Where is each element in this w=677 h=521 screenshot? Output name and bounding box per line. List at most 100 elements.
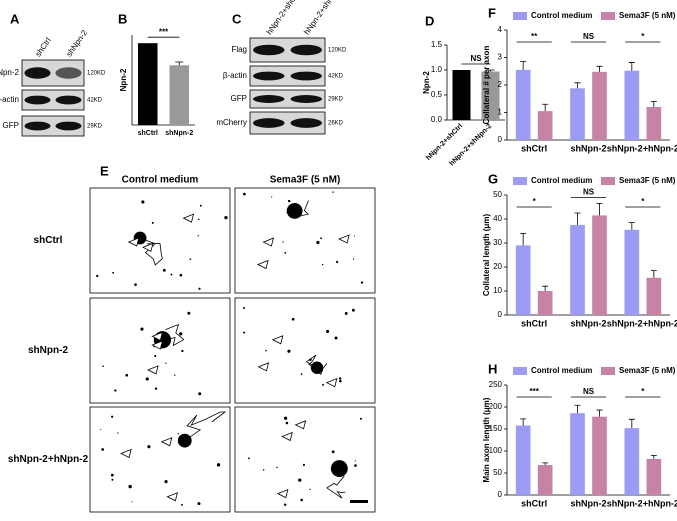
arrowhead — [257, 362, 270, 372]
legend-label: Sema3F (5 nM) — [619, 11, 676, 20]
y-tick-label: 100 — [489, 446, 503, 455]
arrowhead — [257, 259, 269, 270]
debris — [111, 478, 114, 481]
x-tick-label: shCtrl — [521, 143, 547, 153]
debris — [243, 192, 246, 196]
debris — [187, 311, 191, 315]
arrowhead — [127, 237, 140, 247]
x-tick-label: shNpn-2 — [571, 143, 607, 153]
legend-label: Control medium — [531, 176, 592, 185]
debris — [248, 457, 250, 460]
debris — [154, 354, 157, 358]
debris — [344, 311, 348, 315]
neurite — [162, 323, 185, 347]
blot-strip — [21, 89, 85, 111]
micrograph — [89, 297, 231, 404]
y-tick-label: 40 — [493, 214, 502, 223]
debris — [151, 221, 154, 224]
debris — [96, 274, 99, 278]
error-bar — [520, 233, 527, 246]
legend-swatch — [601, 12, 615, 20]
blot-band — [253, 71, 285, 81]
blot-row-label: GFP — [231, 94, 247, 103]
y-tick-label: 50 — [493, 190, 502, 199]
bar — [169, 65, 190, 125]
significance-label: NS — [583, 387, 595, 396]
debris — [300, 373, 303, 375]
y-tick-label: 250 — [489, 380, 503, 389]
debris — [170, 273, 173, 276]
significance-label: *** — [529, 387, 539, 396]
debris — [283, 503, 287, 506]
panel-label: H — [488, 361, 497, 376]
blot-strip — [249, 65, 326, 87]
bar — [452, 70, 471, 120]
y-tick-label: 1 — [498, 108, 503, 117]
debris — [320, 237, 322, 240]
debris — [179, 273, 183, 277]
blot-band — [24, 121, 51, 131]
arrowhead — [182, 213, 195, 223]
legend-swatch — [601, 177, 615, 185]
debris — [353, 235, 355, 237]
error-bar — [486, 69, 495, 72]
blot-row-label: mCherry — [216, 118, 247, 127]
scale-bar — [350, 500, 368, 503]
micrograph — [89, 187, 231, 294]
y-tick-label: 1.0 — [431, 65, 443, 74]
error-bar — [542, 103, 549, 112]
micrograph — [234, 297, 376, 404]
debris — [322, 383, 325, 386]
debris — [286, 211, 288, 214]
blot-band — [290, 95, 322, 103]
arrowhead — [281, 431, 293, 442]
panel-label: B — [118, 11, 127, 26]
bar — [592, 215, 607, 315]
blot-band — [55, 121, 82, 131]
debris — [181, 503, 183, 506]
debris — [110, 473, 114, 477]
blot-band — [55, 67, 82, 79]
y-tick-label: 0.0 — [431, 115, 443, 124]
blot-row-label: β-actin — [0, 95, 19, 104]
debris — [197, 502, 201, 506]
micrograph — [89, 406, 231, 513]
bar — [515, 245, 531, 315]
debris — [316, 240, 320, 245]
blot-band — [290, 118, 322, 128]
arrowhead — [160, 437, 173, 447]
debris — [359, 417, 362, 420]
x-tick-label: shCtrl — [521, 498, 547, 508]
debris — [147, 445, 151, 449]
y-tick-label: 10 — [493, 286, 502, 295]
debris — [165, 362, 167, 364]
significance-label: NS — [583, 188, 595, 197]
panel-label: A — [10, 11, 20, 26]
neurite — [184, 411, 227, 441]
y-tick-label: 1.5 — [431, 40, 443, 49]
debris — [216, 463, 221, 467]
y-tick-label: 50 — [493, 468, 502, 477]
neurite — [326, 468, 346, 499]
debris — [334, 336, 338, 340]
arrowhead — [120, 448, 132, 459]
debris — [198, 287, 201, 290]
y-tick-label: 0 — [498, 135, 503, 144]
blot-band — [55, 95, 82, 105]
blot-strip — [249, 89, 326, 109]
bar — [624, 229, 640, 315]
significance-label: * — [533, 197, 537, 206]
panel-label: F — [488, 5, 496, 20]
micrograph-column-label: Sema3F (5 nM) — [270, 175, 341, 186]
debris — [271, 196, 273, 198]
blot-band — [253, 118, 285, 128]
debris — [354, 464, 357, 467]
bar — [570, 88, 585, 140]
legend-label: Control medium — [531, 366, 592, 375]
blot-band — [253, 44, 285, 56]
micrograph-row-label: shNpn-2+hNpn-2 — [8, 454, 89, 465]
debris — [339, 379, 342, 383]
y-axis-label: Main axon length (μm) — [482, 397, 491, 482]
neurite — [290, 200, 310, 217]
debris — [162, 268, 166, 272]
